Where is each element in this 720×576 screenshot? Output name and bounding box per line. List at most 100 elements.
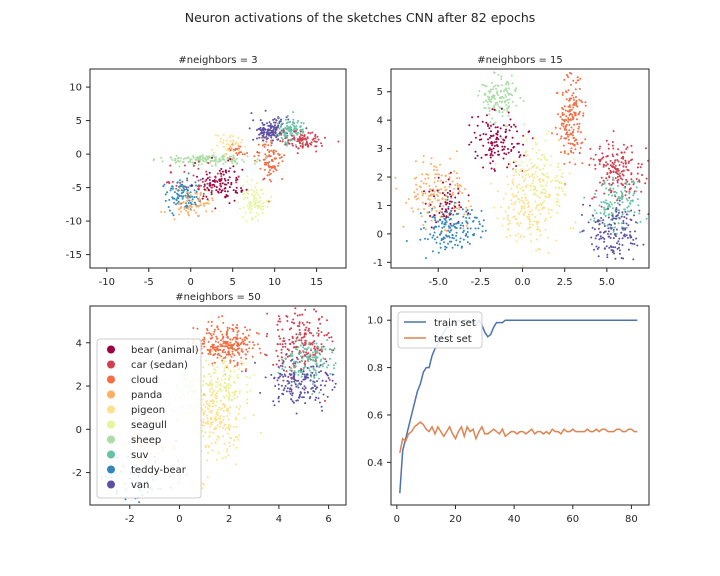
scatter-point xyxy=(478,138,481,141)
scatter-point xyxy=(307,346,310,349)
scatter-point xyxy=(270,373,273,376)
scatter-point xyxy=(497,93,500,96)
scatter-point xyxy=(277,134,280,137)
scatter-point xyxy=(610,227,613,230)
scatter-point xyxy=(573,102,576,105)
scatter-point xyxy=(214,160,217,162)
scatter-point xyxy=(177,208,180,211)
scatter-point xyxy=(527,201,530,204)
scatter-point xyxy=(520,196,523,199)
scatter-point xyxy=(616,242,618,245)
scatter-point xyxy=(421,173,424,176)
scatter-point xyxy=(311,138,314,141)
scatter-point xyxy=(474,157,477,160)
scatter-point xyxy=(305,326,308,329)
scatter-point xyxy=(184,157,187,160)
scatter-point xyxy=(439,219,442,222)
scatter-point xyxy=(227,418,230,421)
scatter-point xyxy=(267,171,270,174)
scatter-point xyxy=(518,201,521,204)
scatter-point xyxy=(561,118,564,121)
scatter-point xyxy=(201,384,204,387)
scatter-point xyxy=(230,155,232,158)
scatter-point xyxy=(292,111,295,114)
scatter-point xyxy=(610,249,613,252)
scatter-point xyxy=(621,244,624,246)
scatter-point xyxy=(451,180,454,183)
scatter-point xyxy=(636,244,639,247)
scatter-point xyxy=(502,157,505,160)
scatter-point xyxy=(256,129,258,131)
scatter-point xyxy=(228,412,231,415)
scatter-point xyxy=(434,173,437,176)
scatter-point xyxy=(445,203,448,206)
scatter-point xyxy=(631,151,634,154)
scatter-point xyxy=(442,205,445,208)
scatter-point xyxy=(498,105,501,108)
scatter-point xyxy=(630,159,632,162)
scatter-point xyxy=(627,205,630,208)
scatter-point xyxy=(290,388,293,391)
scatter-point xyxy=(268,121,271,124)
scatter-point xyxy=(485,133,487,136)
scatter-point xyxy=(245,348,248,351)
scatter-point xyxy=(460,185,463,188)
scatter-point xyxy=(250,112,253,115)
scatter-point xyxy=(476,124,479,127)
scatter-point xyxy=(439,246,442,249)
scatter-point xyxy=(471,116,474,119)
scatter-point xyxy=(257,193,260,196)
scatter-point xyxy=(160,210,163,213)
scatter-point xyxy=(612,147,615,150)
scatter-point xyxy=(502,197,505,200)
scatter-point xyxy=(578,98,581,101)
scatter-point xyxy=(214,133,217,136)
scatter-point xyxy=(624,161,627,164)
scatter-point xyxy=(225,388,228,391)
scatter-point xyxy=(482,219,485,222)
scatter-point xyxy=(333,367,336,370)
line-test-set xyxy=(399,421,638,454)
scatter-point xyxy=(439,163,441,166)
scatter-point xyxy=(621,178,624,181)
scatter-point xyxy=(230,183,233,186)
scatter-point xyxy=(233,170,236,173)
scatter-point xyxy=(315,362,318,365)
scatter-point xyxy=(493,206,496,209)
scatter-point xyxy=(202,403,205,406)
scatter-point xyxy=(435,185,437,188)
scatter-point xyxy=(459,237,462,240)
scatter-point xyxy=(229,134,232,137)
scatter-point xyxy=(322,393,325,396)
scatter-point xyxy=(568,123,571,126)
scatter-point xyxy=(288,382,291,385)
x-tick-label: 6 xyxy=(325,514,331,525)
scatter-point xyxy=(222,139,225,142)
scatter-point xyxy=(497,138,500,141)
scatter-point xyxy=(211,210,214,213)
scatter-point xyxy=(485,99,487,102)
scatter-point xyxy=(252,119,255,122)
scatter-point xyxy=(175,188,178,191)
scatter-point xyxy=(317,397,320,400)
scatter-point xyxy=(182,160,185,163)
scatter-point xyxy=(256,207,259,209)
scatter-point xyxy=(547,195,550,198)
scatter-point xyxy=(630,219,633,222)
scatter-point xyxy=(284,357,287,360)
scatter-point xyxy=(262,126,265,129)
scatter-point xyxy=(439,210,442,213)
x-tick-label: -5.0 xyxy=(428,277,448,288)
scatter-point xyxy=(620,231,623,234)
scatter-point xyxy=(468,242,471,245)
scatter-point xyxy=(623,151,626,154)
scatter-point xyxy=(453,170,456,173)
scatter-point xyxy=(570,126,573,129)
scatter-point xyxy=(491,160,494,163)
scatter-point xyxy=(512,174,515,177)
scatter-point xyxy=(609,159,612,162)
scatter-point xyxy=(495,92,498,95)
scatter-point xyxy=(267,200,270,203)
scatter-point xyxy=(265,131,268,134)
scatter-point xyxy=(462,231,464,234)
